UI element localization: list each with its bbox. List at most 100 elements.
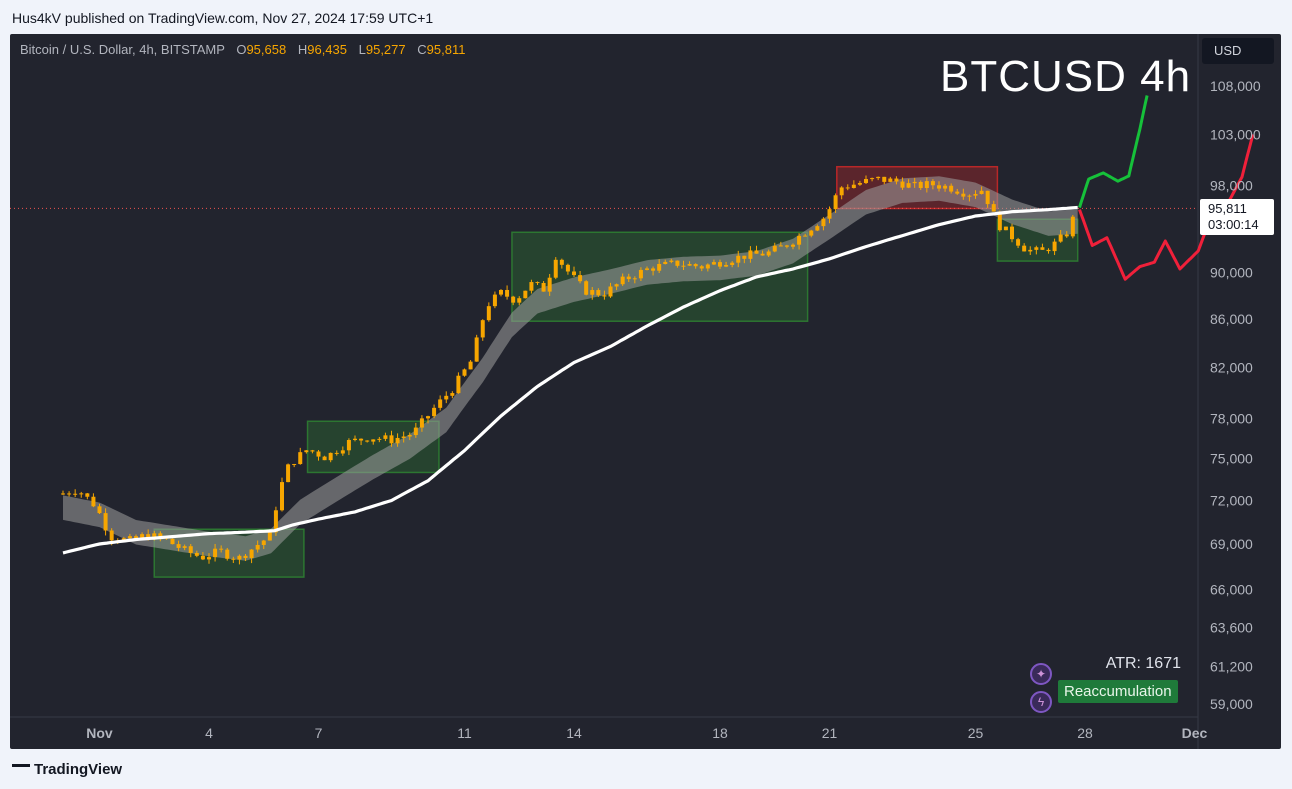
candle-body [474,337,479,362]
candle-body [815,226,820,231]
candle-body [693,264,698,267]
close-value: 95,811 [426,42,466,57]
candle-body [413,427,418,436]
branding-bar: TradingView [0,749,1292,789]
candle-body [182,546,187,548]
candle-body [851,184,856,188]
candle-body [1040,247,1045,250]
candle-body [876,176,881,179]
candle-body [833,195,838,210]
y-tick-label: 98,000 [1210,177,1253,193]
high-label: H [297,42,308,57]
currency-button[interactable]: USD [1202,38,1274,64]
x-tick-label: 25 [968,725,984,741]
candle-body [1022,245,1027,252]
candle-body [444,395,449,400]
candle-body [784,245,789,247]
candle-body [371,439,376,442]
sparkle-icon[interactable]: ✦ [1030,663,1052,685]
candle-body [888,178,893,182]
candle-body [127,536,132,539]
candle-body [61,493,65,495]
candle-body [663,261,668,264]
candle-body [395,437,400,444]
tradingview-logo[interactable]: TradingView [12,761,122,778]
candle-body [1028,249,1033,252]
candle-body [261,540,266,545]
candle-body [1010,226,1014,240]
atr-readout: ATR: 1671 [1105,655,1181,672]
candle-body [480,320,485,338]
candle-body [669,260,674,262]
candle-body [754,250,759,254]
y-tick-label: 61,200 [1210,659,1253,675]
candle-body [517,298,522,303]
candle-body [359,438,364,441]
x-tick-label: 7 [315,725,323,741]
candle-body [711,262,716,265]
candle-body [590,290,595,295]
candle-body [73,493,78,495]
candle-body [1046,249,1051,252]
candle-body [827,209,832,219]
candle-body [407,435,412,437]
x-tick-label: 11 [457,725,472,741]
lightning-icon[interactable]: ϟ [1030,691,1052,713]
candle-body [389,435,394,444]
candle-body [316,451,321,457]
candle-body [462,369,467,376]
candle-body [292,464,297,466]
candle-body [541,282,546,292]
candle-body [906,183,911,188]
candle-body [973,193,978,196]
candle-body [529,282,534,291]
candle-body [760,253,765,256]
y-tick-label: 86,000 [1210,311,1253,327]
candle-body [961,193,966,197]
candle-body [1070,216,1075,237]
y-tick-label: 69,000 [1210,536,1253,552]
candle-body [912,181,917,184]
candle-body [255,544,260,550]
candle-body [468,361,473,370]
candle-body [231,558,236,560]
candle-body [943,185,948,189]
y-tick-label: 103,000 [1210,126,1261,142]
candle-body [772,245,777,252]
candle-body [286,464,291,483]
candle-body [1034,247,1039,250]
candle-body [450,393,455,396]
candle-body [565,264,570,272]
open-value: 95,658 [246,42,287,57]
candle-body [134,536,138,539]
candle-body [596,290,601,296]
high-value: 96,435 [307,42,347,57]
candle-body [146,534,151,540]
candle-body [918,181,923,189]
candle-body [322,456,327,461]
candle-body [997,211,1002,231]
chart-area[interactable]: 108,000 103,000 98,000 90,000 86,000 82,000 78… [10,34,1281,749]
x-tick-label: 4 [205,725,213,741]
reaccumulation-badge: Reaccumulation [1058,680,1178,703]
y-tick-label: 90,000 [1210,264,1253,280]
candle-body [267,532,272,541]
candle-body [608,286,613,297]
candle-body [967,195,972,197]
open-label: O [236,42,247,57]
candle-body [280,482,284,511]
candle-body [176,544,181,548]
candle-body [298,452,303,465]
candle-body [724,265,729,267]
candle-body [188,546,193,553]
candle-body [924,181,929,189]
candle-body [809,230,814,236]
branding-text: TradingView [34,761,123,778]
candle-body [200,555,205,560]
candle-body [273,510,278,533]
y-tick-label: 78,000 [1210,411,1253,427]
candle-body [614,284,619,287]
candle-body [1064,234,1069,237]
candle-body [991,204,996,212]
price-chart[interactable]: 108,000 103,000 98,000 90,000 86,000 82,000 78… [10,34,1281,749]
